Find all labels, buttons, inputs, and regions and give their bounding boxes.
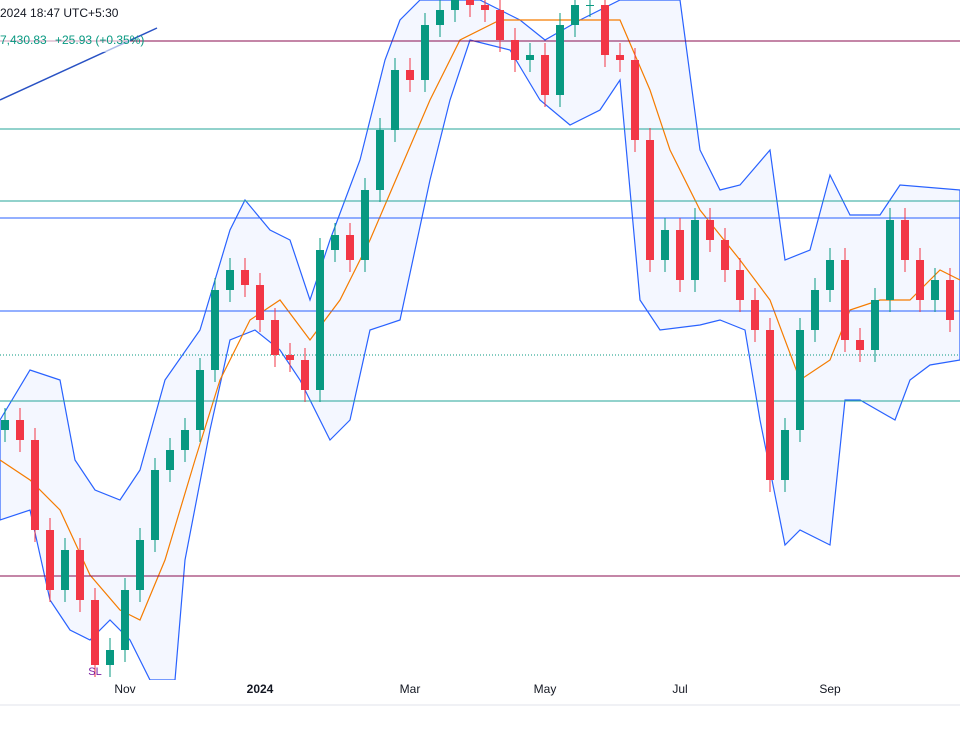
candle-body (391, 70, 399, 130)
candle-body (46, 530, 54, 590)
trend-line (0, 27, 158, 101)
x-tick-label: Sep (819, 682, 841, 696)
candle-body (106, 650, 114, 665)
candle-body (481, 5, 489, 10)
candle-body (151, 470, 159, 540)
candle-body (181, 430, 189, 450)
candle-body (826, 260, 834, 290)
levels (0, 27, 960, 577)
x-tick-label: 2024 (247, 682, 274, 696)
candle-body (256, 285, 264, 320)
candle-body (601, 5, 609, 55)
x-tick-label: Nov (114, 682, 135, 696)
header-change: +25.93 (+0.35%) (55, 33, 144, 47)
x-axis: Nov 2024 Mar May Jul Sep (114, 682, 841, 696)
candle-body (841, 260, 849, 340)
candle-body (31, 440, 39, 530)
candle-body (646, 140, 654, 260)
candle-body (511, 40, 519, 60)
x-tick-label: May (534, 682, 557, 696)
candle-body (226, 270, 234, 290)
candles (1, 0, 954, 677)
candle-body (796, 330, 804, 430)
candle-body (496, 10, 504, 40)
candle-body (586, 5, 594, 6)
candle-body (361, 190, 369, 260)
candle-body (406, 70, 414, 80)
candle-body (76, 550, 84, 600)
candle-body (316, 250, 324, 390)
candle-body (271, 320, 279, 355)
candle-body (301, 360, 309, 390)
candle-body (286, 355, 294, 360)
header-time: 2024 18:47 UTC+5:30 (0, 6, 119, 20)
candle-body (616, 55, 624, 60)
candle-body (16, 420, 24, 440)
candle-body (811, 290, 819, 330)
candle-body (856, 340, 864, 350)
candle-body (331, 235, 339, 250)
legend-bg (0, 0, 130, 52)
candle-body (436, 10, 444, 25)
candle-body (91, 600, 99, 665)
candle-body (871, 300, 879, 350)
candle-body (661, 230, 669, 260)
candle-body (466, 0, 474, 5)
candle-body (886, 220, 894, 300)
candle-body (721, 240, 729, 270)
candle-body (676, 230, 684, 280)
candle-body (166, 450, 174, 470)
candle-body (556, 25, 564, 95)
candle-body (571, 5, 579, 25)
candle-body (241, 270, 249, 285)
candle-body (781, 430, 789, 480)
candle-body (736, 270, 744, 300)
candle-body (541, 55, 549, 95)
candle-body (346, 235, 354, 260)
candle-body (1, 420, 9, 430)
candle-body (376, 130, 384, 190)
x-tick-label: Jul (672, 682, 687, 696)
candle-body (946, 280, 954, 320)
candle-body (751, 300, 759, 330)
annotation: SL (88, 666, 101, 678)
candle-body (211, 290, 219, 370)
candle-body (706, 220, 714, 240)
moving-average (0, 19, 960, 621)
candle-body (196, 370, 204, 430)
candle-body (766, 330, 774, 480)
candle-body (121, 590, 129, 650)
candle-body (631, 60, 639, 140)
candle-body (901, 220, 909, 260)
candle-body (931, 280, 939, 300)
candle-body (451, 0, 459, 10)
candle-body (61, 550, 69, 590)
candle-body (916, 260, 924, 300)
candle-body (421, 25, 429, 80)
x-tick-label: Mar (400, 682, 421, 696)
candle-body (526, 55, 534, 60)
candle-body (136, 540, 144, 590)
header-quote: 7,430.83 (0, 33, 47, 47)
candle-body (691, 220, 699, 280)
